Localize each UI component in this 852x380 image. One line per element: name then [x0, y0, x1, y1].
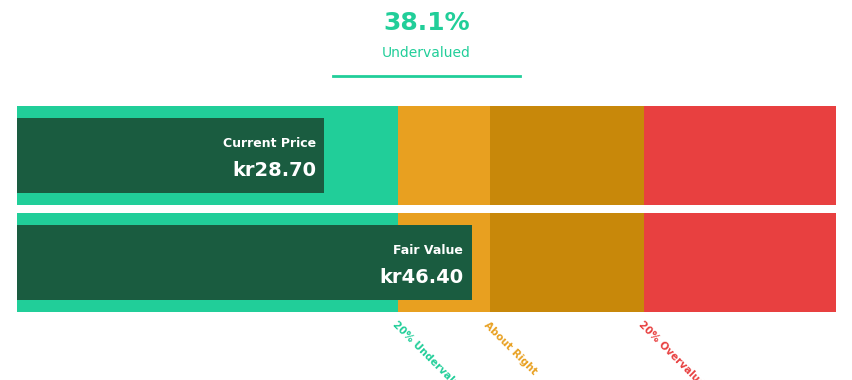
Bar [489, 213, 642, 312]
Text: kr46.40: kr46.40 [379, 268, 463, 287]
Bar [642, 213, 835, 312]
Bar [397, 213, 489, 312]
Bar [397, 106, 489, 205]
FancyBboxPatch shape [17, 225, 471, 300]
Text: 20% Overvalued: 20% Overvalued [636, 320, 711, 380]
Text: 38.1%: 38.1% [383, 11, 469, 35]
Text: About Right: About Right [482, 320, 538, 377]
Bar [17, 213, 397, 312]
Bar [642, 106, 835, 205]
FancyBboxPatch shape [17, 118, 324, 193]
Bar [17, 106, 397, 205]
Text: Fair Value: Fair Value [393, 244, 463, 257]
Text: Current Price: Current Price [222, 137, 315, 150]
Text: 20% Undervalued: 20% Undervalued [390, 320, 470, 380]
Text: kr28.70: kr28.70 [232, 161, 315, 180]
Text: Undervalued: Undervalued [382, 46, 470, 60]
Bar [489, 106, 642, 205]
